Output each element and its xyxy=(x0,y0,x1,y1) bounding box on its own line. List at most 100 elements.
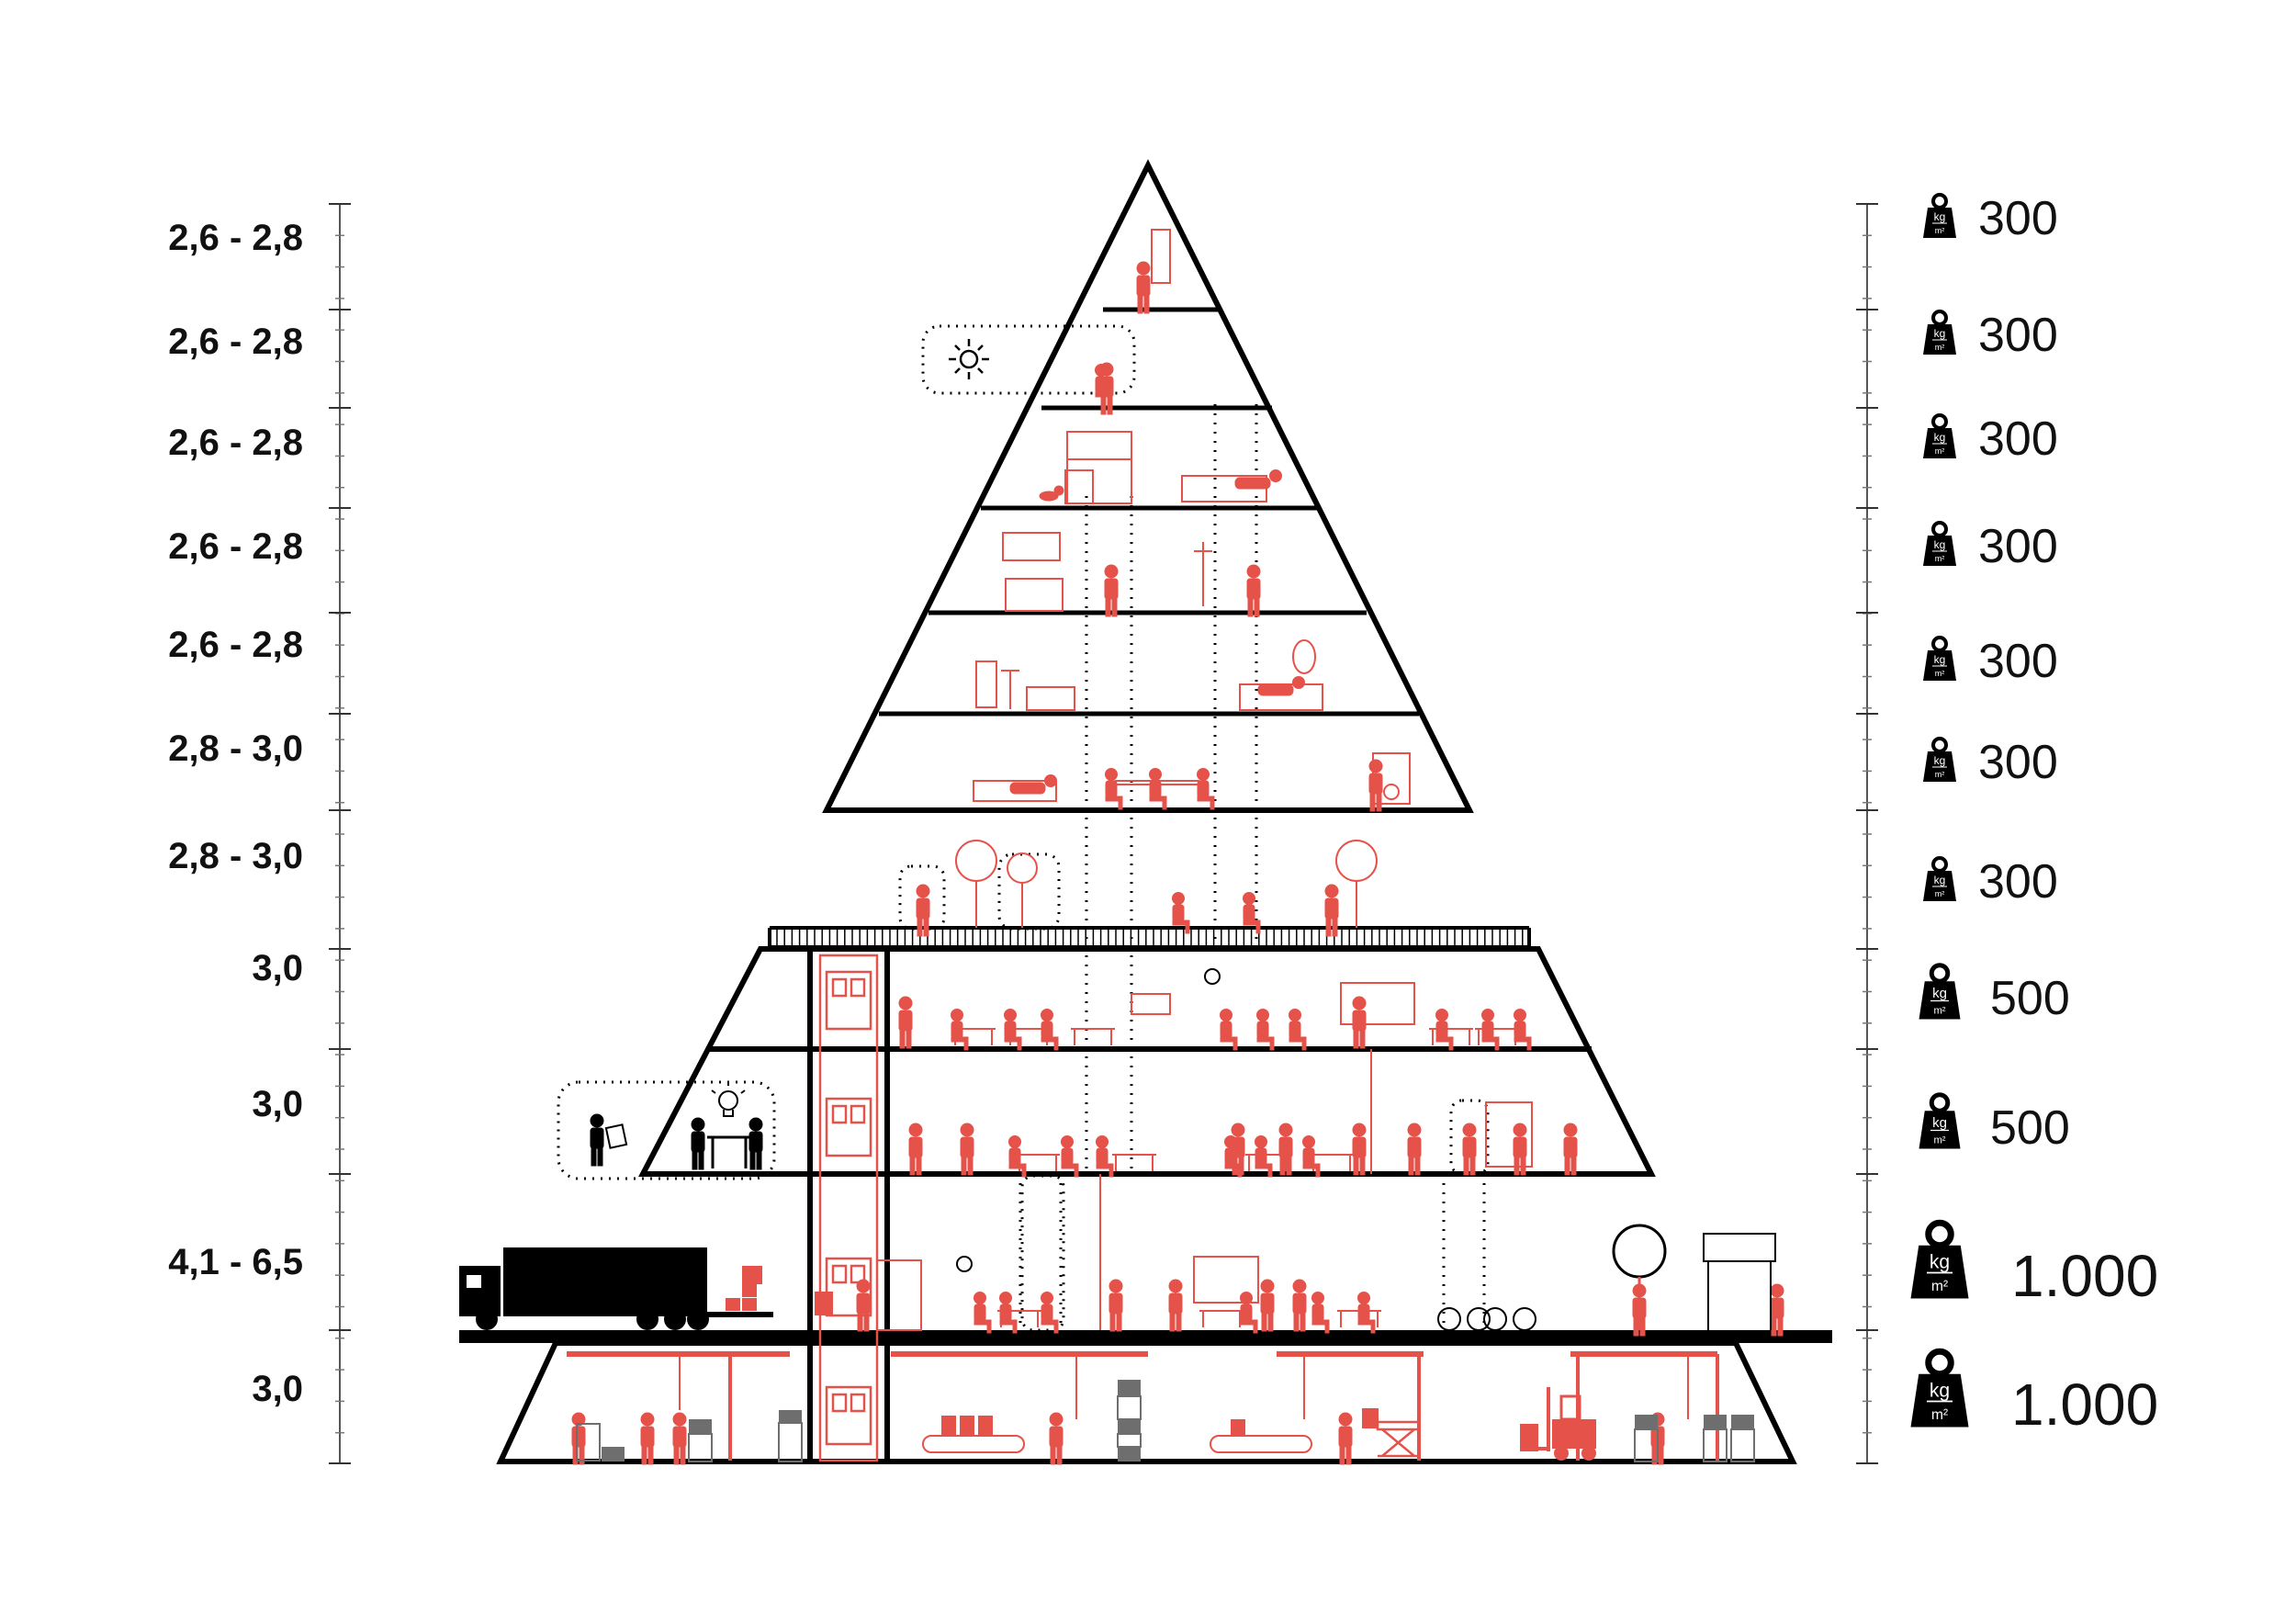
floor-load: kg m² xyxy=(1923,310,1956,355)
weight-unit-numerator: kg xyxy=(1932,1115,1947,1131)
box xyxy=(960,1416,974,1436)
floor-height-label: 3,0 xyxy=(252,1369,303,1409)
floor-load-value: 300 xyxy=(1978,736,2058,789)
storage-boxes xyxy=(576,1266,1755,1462)
person-icon xyxy=(1136,261,1151,314)
seated-person-icon xyxy=(1302,1135,1321,1178)
person-icon xyxy=(748,1117,763,1170)
vertical-shafts xyxy=(1019,404,1486,1330)
seated-person-icon xyxy=(1105,768,1123,810)
load-axis xyxy=(1856,203,1878,1464)
roof-terrace-railing xyxy=(768,926,1531,949)
box xyxy=(779,1410,802,1423)
box xyxy=(1520,1424,1538,1451)
weight-icon: kg m² xyxy=(1923,521,1956,566)
floor-load: kg m² xyxy=(1923,521,1956,566)
floor-height-label: 2,8 - 3,0 xyxy=(168,836,303,876)
weight-unit-denominator: m² xyxy=(1933,1134,1945,1146)
kiosk xyxy=(1703,1233,1776,1330)
tree-icon xyxy=(1007,852,1038,884)
floor-load-value: 1.000 xyxy=(2011,1371,2158,1438)
sofa xyxy=(1181,475,1267,502)
tv-unit xyxy=(1131,993,1171,1015)
box xyxy=(1362,1408,1379,1428)
weight-unit-denominator: m² xyxy=(1935,226,1945,235)
person-icon xyxy=(672,1412,687,1465)
box xyxy=(1118,1419,1141,1434)
building-structure xyxy=(459,159,1832,1464)
box xyxy=(1635,1415,1658,1429)
vertical-shafts-accent xyxy=(1099,1049,1372,1330)
person-icon xyxy=(1109,1279,1123,1332)
reclining-person-icon xyxy=(1234,477,1271,490)
reclining-person-head xyxy=(1292,676,1305,689)
truck-wheel xyxy=(664,1308,686,1330)
ground-bubble xyxy=(1020,1174,1065,1332)
lightbulb-icon xyxy=(711,1081,746,1117)
floor-load-value: 500 xyxy=(1990,972,2070,1025)
truck-wheel xyxy=(636,1308,658,1330)
floor-load-value: 300 xyxy=(1978,635,2058,688)
floor-load-value: 500 xyxy=(1990,1101,2070,1155)
seated-person-icon xyxy=(999,1292,1018,1334)
weight-unit-numerator: kg xyxy=(1932,986,1947,1001)
whiteboard xyxy=(1193,1256,1259,1304)
weight-unit-numerator: kg xyxy=(1934,210,1946,223)
weight-unit-numerator: kg xyxy=(1934,538,1946,551)
idea-scene xyxy=(590,1081,763,1170)
box xyxy=(978,1416,993,1436)
box xyxy=(941,1416,956,1436)
seated-person-icon xyxy=(1061,1135,1079,1178)
seated-person-icon xyxy=(1149,768,1167,810)
weight-unit-denominator: m² xyxy=(1931,1279,1948,1294)
weight-icon: kg m² xyxy=(1910,1219,1969,1299)
weight-icon: kg m² xyxy=(1910,1348,1969,1428)
office-bubble xyxy=(1449,1099,1490,1176)
basement-outline xyxy=(496,1340,1797,1464)
elevator-door xyxy=(825,1097,872,1157)
lounge-chair xyxy=(973,780,1057,802)
weight-unit-denominator: m² xyxy=(1933,1005,1945,1016)
tree-icon xyxy=(955,840,997,882)
reclining-person-head xyxy=(1269,469,1282,482)
elevator-door xyxy=(825,1385,872,1446)
table-icon xyxy=(1199,1310,1244,1328)
person-icon xyxy=(1292,1279,1307,1332)
floor-load: kg m² xyxy=(1923,193,1956,238)
person-icon xyxy=(1168,1279,1183,1332)
seated-person-icon xyxy=(1220,1009,1238,1051)
seated-person-icon xyxy=(1041,1292,1059,1334)
truck-cab xyxy=(459,1266,501,1316)
truck-icon xyxy=(459,1247,773,1330)
weight-unit-denominator: m² xyxy=(1935,889,1945,898)
floor-height-label: 2,6 - 2,8 xyxy=(168,625,303,665)
person-icon xyxy=(1104,564,1119,617)
person-icon xyxy=(640,1412,655,1465)
conveyor xyxy=(1210,1435,1312,1453)
seated-person-icon xyxy=(1008,1135,1027,1178)
weight-unit-denominator: m² xyxy=(1935,446,1945,456)
baby-icon xyxy=(1039,491,1059,502)
drawers xyxy=(975,660,997,708)
reclining-person-icon xyxy=(1009,782,1046,795)
person-icon xyxy=(1462,1123,1477,1176)
person-icon xyxy=(571,1412,586,1465)
clock-icon xyxy=(1204,968,1221,985)
seated-person-icon xyxy=(1311,1292,1330,1334)
floor-height-label: 2,6 - 2,8 xyxy=(168,526,303,567)
occupants xyxy=(571,261,1784,1465)
person-icon xyxy=(1563,1123,1578,1176)
floor-height-label: 3,0 xyxy=(252,1084,303,1124)
wall-cabinet xyxy=(1002,532,1061,561)
floor-load-value: 1.000 xyxy=(2011,1243,2158,1309)
floor-height-label: 2,6 - 2,8 xyxy=(168,322,303,362)
baby-head xyxy=(1053,485,1064,496)
floor-load-labels: kg m² 300 kg m² 300 kg m² 300 kg m² 300 kg m² 300 kg m² 3… xyxy=(1910,192,2158,1438)
bed xyxy=(1239,683,1323,711)
tree-icon xyxy=(1335,840,1378,882)
weight-unit-denominator: m² xyxy=(1935,343,1945,352)
floor-height-label: 2,6 - 2,8 xyxy=(168,218,303,258)
reclining-person-icon xyxy=(1257,683,1294,696)
box xyxy=(742,1298,757,1311)
